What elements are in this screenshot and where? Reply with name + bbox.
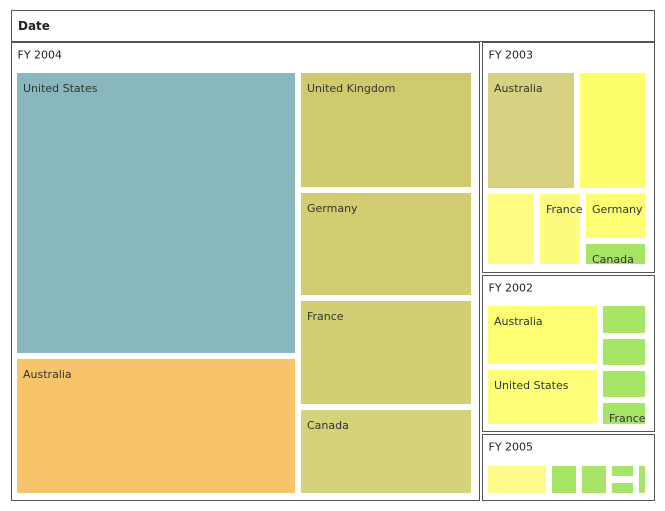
tile-label: United Kingdom <box>307 82 395 95</box>
treemap-tile-canada[interactable] <box>301 410 471 493</box>
treemap-tile[interactable] <box>552 466 576 493</box>
tile-label: United States <box>23 82 98 95</box>
tile-label: France <box>546 203 583 216</box>
group-fy-2003[interactable]: FY 2003 Australia France Germany Canada <box>482 42 655 273</box>
treemap-tile[interactable] <box>612 483 633 493</box>
tile-label: Germany <box>307 202 358 215</box>
treemap-tile[interactable] <box>582 466 606 493</box>
groups-layer: FY 2004 United States Australia United King… <box>11 42 655 501</box>
treemap-tile-australia[interactable] <box>17 359 295 493</box>
tile-label: United States <box>494 379 569 392</box>
treemap-tile-australia[interactable] <box>488 73 574 188</box>
group-fy-2002[interactable]: FY 2002 Australia United States France <box>482 275 655 432</box>
tile-label: France <box>609 412 646 425</box>
treemap-tile-germany[interactable] <box>301 193 471 295</box>
treemap-tile-france[interactable] <box>603 403 645 424</box>
tile-label: Canada <box>307 419 349 432</box>
group-fy-2005[interactable]: FY 2005 <box>482 434 655 501</box>
treemap-tile[interactable] <box>488 466 546 493</box>
treemap-tile[interactable] <box>603 306 645 333</box>
group-fy-2004[interactable]: FY 2004 United States Australia United King… <box>11 42 480 501</box>
group-label: FY 2004 <box>18 49 63 62</box>
group-label: FY 2002 <box>489 282 534 295</box>
tile-label: Germany <box>592 203 643 216</box>
chart-title: Date <box>18 19 50 33</box>
treemap-tile[interactable] <box>612 466 633 476</box>
tile-label: Australia <box>494 315 543 328</box>
group-label: FY 2003 <box>489 49 534 62</box>
tile-label: Australia <box>494 82 543 95</box>
treemap-tile[interactable] <box>603 339 645 365</box>
tile-label: France <box>307 310 344 323</box>
header-box <box>11 10 655 42</box>
tile-label: Australia <box>23 368 72 381</box>
treemap-tile[interactable] <box>639 466 645 493</box>
group-label: FY 2005 <box>489 441 534 454</box>
treemap-tile[interactable] <box>580 73 645 188</box>
treemap-tile-france[interactable] <box>540 194 580 264</box>
treemap-tile-france[interactable] <box>301 301 471 404</box>
tile-label: Canada <box>592 253 634 266</box>
treemap-tile-australia[interactable] <box>488 306 597 364</box>
treemap-tile-canada[interactable] <box>586 244 645 264</box>
treemap-tile-united-kingdom[interactable] <box>301 73 471 187</box>
treemap-tile[interactable] <box>488 194 534 264</box>
treemap-tile-germany[interactable] <box>586 194 645 238</box>
treemap-tile-united-states[interactable] <box>17 73 295 353</box>
treemap-tile-united-states[interactable] <box>488 370 597 424</box>
treemap-tile[interactable] <box>603 371 645 397</box>
